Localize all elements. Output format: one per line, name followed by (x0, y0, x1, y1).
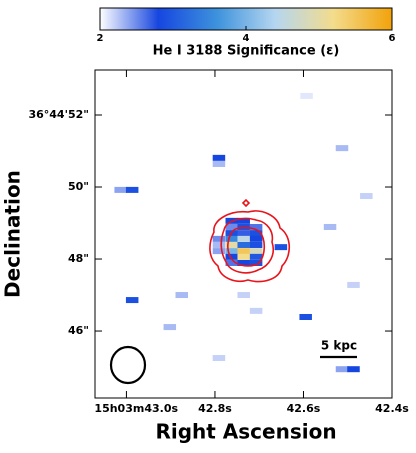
y-tick-label: 48" (68, 252, 89, 265)
cell (237, 217, 250, 224)
y-axis-label: Declination (1, 170, 25, 298)
colorbar-label: He I 3188 Significance (ε) (153, 44, 340, 59)
cell (299, 313, 312, 320)
x-axis-label: Right Ascension (155, 420, 336, 444)
x-tick-label: 42.6s (287, 402, 321, 415)
cell (225, 248, 239, 255)
cell (212, 355, 226, 362)
cell (237, 248, 250, 255)
cell (237, 241, 250, 248)
cell (323, 223, 337, 230)
cell (249, 235, 263, 242)
cell (249, 241, 263, 248)
cell (125, 297, 139, 304)
colorbar-tick-label: 4 (243, 33, 250, 44)
beam (109, 345, 147, 385)
cell (237, 235, 250, 242)
x-tick-label: 15h03m43.0s (94, 402, 178, 415)
cell (212, 241, 226, 248)
cell (249, 223, 263, 230)
contours (209, 198, 291, 283)
cell (237, 259, 250, 266)
cell (249, 230, 263, 237)
cell (249, 248, 263, 255)
cell (347, 281, 360, 288)
x-tick-label: 42.8s (198, 402, 232, 415)
cell (274, 244, 288, 251)
cell (125, 186, 139, 193)
cell (175, 292, 189, 299)
y-tick-label: 36°44'52" (28, 108, 89, 121)
cell (249, 253, 263, 260)
cell (249, 307, 263, 314)
cell (360, 193, 373, 200)
cell (237, 292, 250, 299)
cell (225, 241, 239, 248)
scale-label: 5 kpc (321, 339, 357, 353)
cell (225, 235, 239, 242)
cell (249, 259, 263, 266)
cell (347, 366, 360, 373)
cell (212, 160, 226, 167)
cell (237, 253, 250, 260)
colorbar-tick-label: 6 (389, 33, 396, 44)
cell (237, 230, 250, 237)
cell (212, 154, 226, 161)
y-tick-label: 50" (68, 180, 89, 193)
colorbar-tick-label: 2 (97, 33, 104, 44)
x-tick-label: 42.4s (375, 402, 409, 415)
cell (225, 253, 239, 260)
cell (225, 259, 239, 266)
cell (212, 235, 226, 242)
cell (335, 145, 349, 152)
cell (300, 92, 313, 99)
cell (212, 248, 226, 255)
cell (114, 186, 127, 193)
cell (163, 324, 177, 331)
y-tick-label: 46" (68, 324, 89, 337)
cell (225, 223, 239, 230)
cell (335, 366, 349, 373)
